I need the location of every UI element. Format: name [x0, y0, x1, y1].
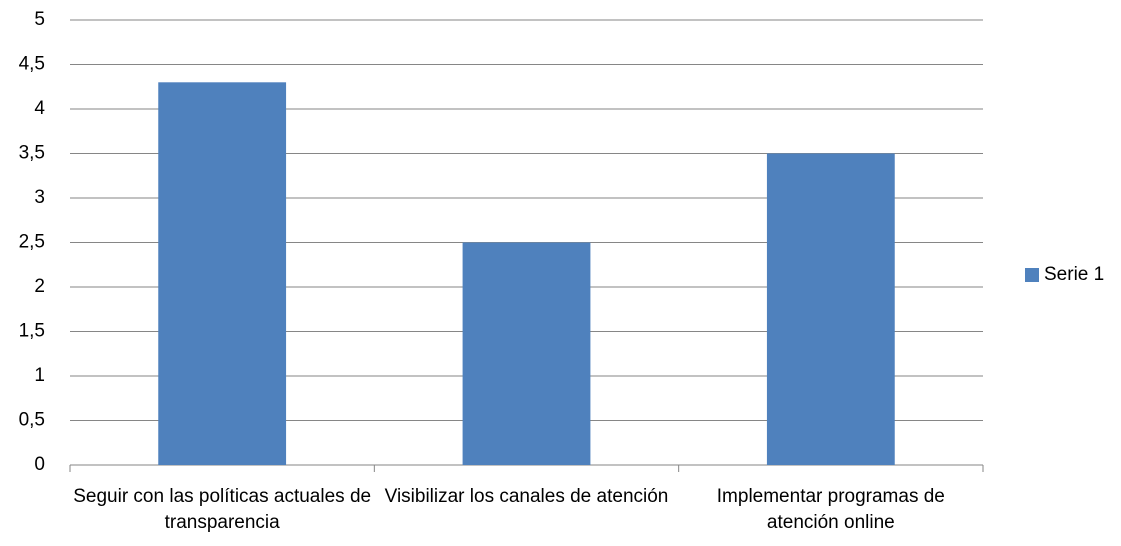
y-tick-label: 1,5 [19, 321, 45, 342]
x-tick-label: Visibilizar los canales de atención [384, 486, 669, 507]
legend-swatch [1025, 268, 1039, 282]
y-tick-label: 3 [34, 187, 45, 208]
y-tick-label: 1 [34, 365, 45, 386]
y-tick-label: 5 [34, 9, 45, 30]
y-tick-label: 2 [34, 276, 45, 297]
bar [158, 82, 287, 466]
bar [766, 153, 895, 465]
y-tick-label: 4,5 [19, 54, 45, 75]
y-tick-label: 0 [34, 454, 45, 475]
y-tick-label: 2,5 [19, 232, 45, 253]
legend-label: Serie 1 [1044, 264, 1104, 285]
y-tick-label: 4 [34, 98, 45, 119]
x-tick-label: Seguir con las políticas actuales de tra… [73, 486, 372, 533]
y-tick-label: 3,5 [19, 143, 45, 164]
bar [462, 242, 591, 465]
x-tick-label: Implementar programas de atención online [716, 486, 945, 533]
y-tick-label: 0,5 [19, 410, 45, 431]
